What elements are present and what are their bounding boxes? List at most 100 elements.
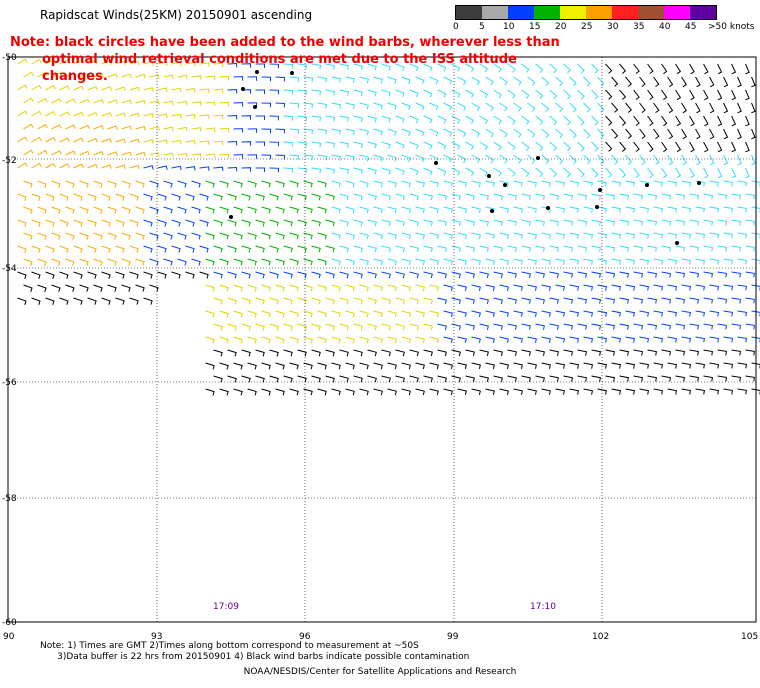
- wind-barb: [633, 375, 643, 382]
- wind-barb: [227, 271, 237, 279]
- wind-barb: [451, 349, 461, 357]
- wind-barb: [129, 245, 139, 253]
- wind-barb: [493, 63, 502, 73]
- wind-barb: [583, 336, 593, 343]
- wind-barb: [101, 138, 112, 143]
- wind-barb: [185, 271, 195, 279]
- wind-barb: [359, 362, 369, 370]
- wind-barb: [157, 61, 168, 67]
- wind-barb: [185, 193, 195, 201]
- wind-barb: [87, 163, 98, 169]
- wind-barb: [723, 206, 733, 213]
- wind-barb: [521, 349, 531, 356]
- wind-barb: [737, 76, 742, 88]
- wind-barb: [737, 388, 747, 395]
- wind-barb: [93, 206, 103, 214]
- wind-barb: [731, 375, 741, 382]
- wind-barb: [737, 284, 747, 291]
- wind-barb: [415, 258, 425, 266]
- legend-swatch: [534, 6, 560, 19]
- wind-barb: [493, 167, 502, 177]
- wind-barb: [535, 349, 545, 356]
- wind-barb: [107, 232, 117, 240]
- wind-barb: [555, 206, 566, 213]
- wind-barb: [367, 219, 377, 227]
- wind-barb: [745, 115, 750, 127]
- wind-barb: [331, 180, 341, 188]
- wind-barb: [479, 245, 489, 253]
- wind-barb: [695, 388, 705, 395]
- wind-barb: [695, 154, 701, 166]
- wind-barb: [93, 232, 103, 240]
- wind-barb: [255, 219, 265, 227]
- wind-barb: [303, 180, 313, 188]
- wind-barb: [409, 167, 419, 176]
- quality-flag-dot: [675, 241, 679, 245]
- wind-barb: [359, 128, 369, 136]
- wind-barb: [339, 245, 349, 253]
- wind-barb: [513, 128, 522, 138]
- wind-barb: [339, 115, 350, 122]
- wind-barb: [471, 310, 481, 318]
- quality-flag-dot: [241, 87, 245, 91]
- wind-barb: [611, 284, 621, 291]
- wind-barb: [303, 154, 314, 161]
- lat-label: -56: [2, 378, 17, 388]
- wind-barb: [723, 154, 729, 166]
- wind-barb: [205, 127, 216, 133]
- wind-barb: [527, 258, 537, 265]
- wind-barb: [661, 271, 671, 278]
- wind-barb: [535, 323, 545, 330]
- wind-barb: [457, 284, 467, 292]
- wind-barb: [359, 154, 369, 162]
- wind-barb: [429, 336, 439, 344]
- wind-barb: [681, 180, 691, 187]
- wind-barb: [709, 388, 719, 395]
- wind-barb: [731, 193, 741, 200]
- wind-barb: [199, 271, 209, 279]
- wind-barb: [675, 245, 685, 252]
- wind-barb: [93, 151, 104, 156]
- wind-barb: [339, 271, 349, 279]
- wind-barb: [737, 258, 747, 265]
- wind-barb: [289, 336, 299, 344]
- wind-barb: [437, 245, 447, 253]
- wind-barb: [325, 167, 335, 174]
- wind-barb: [521, 115, 530, 125]
- wind-barb: [541, 102, 550, 113]
- wind-barb: [31, 297, 41, 305]
- wind-barb: [381, 89, 391, 97]
- wind-barb: [247, 76, 258, 81]
- wind-barb: [269, 193, 279, 201]
- wind-barb: [535, 167, 544, 178]
- wind-barb: [493, 323, 503, 331]
- wind-barb: [689, 271, 699, 278]
- wind-barb: [311, 323, 321, 331]
- wind-barb: [73, 85, 84, 91]
- wind-barb: [373, 180, 383, 188]
- wind-barb: [143, 87, 154, 92]
- wind-barb: [311, 375, 321, 383]
- legend-label: 10: [503, 22, 515, 32]
- credit-line: NOAA/NESDIS/Center for Satellite Applica…: [243, 667, 517, 677]
- wind-barb: [611, 310, 621, 317]
- wind-barb: [129, 193, 139, 201]
- wind-barb: [65, 232, 75, 240]
- quality-flag-dot: [598, 188, 602, 192]
- wind-barb: [479, 219, 489, 227]
- wind-barb: [199, 219, 209, 227]
- wind-barb: [359, 180, 369, 188]
- wind-barb: [283, 219, 293, 227]
- wind-barb: [653, 206, 663, 213]
- wind-barb: [633, 63, 640, 74]
- wind-barb: [605, 375, 615, 382]
- wind-barb: [507, 89, 516, 99]
- wind-barb: [381, 167, 391, 175]
- wind-barb: [731, 63, 737, 75]
- wind-barb: [311, 193, 321, 201]
- wind-barb: [415, 154, 425, 163]
- wind-barb: [353, 297, 363, 305]
- wind-barb: [339, 323, 349, 331]
- wind-barb: [401, 102, 411, 111]
- wind-barb: [17, 219, 27, 227]
